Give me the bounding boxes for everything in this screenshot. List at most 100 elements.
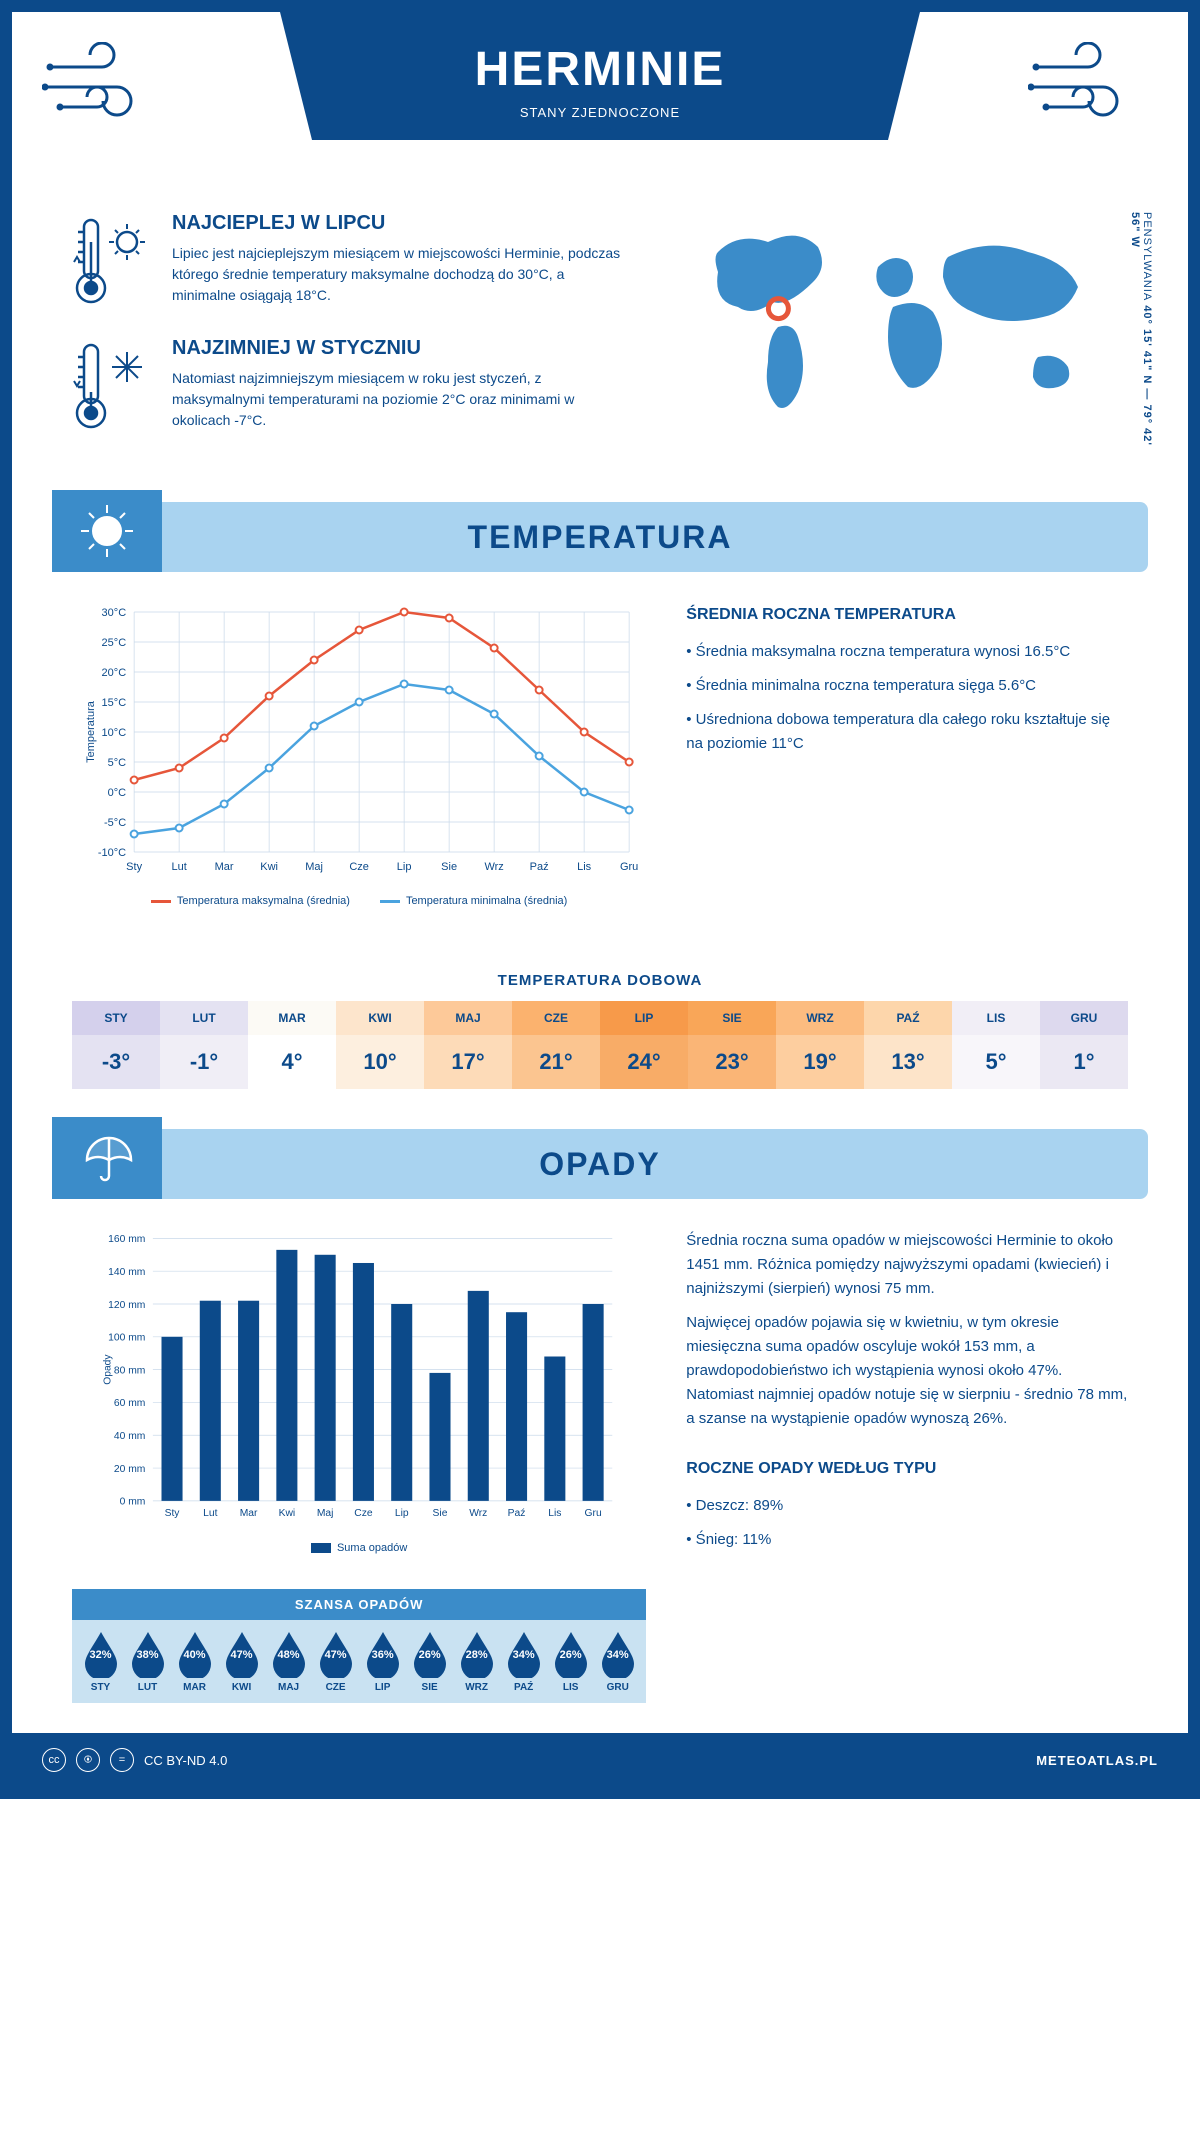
svg-text:Lut: Lut <box>171 861 186 873</box>
svg-text:Cze: Cze <box>354 1508 373 1519</box>
temperature-summary: ŚREDNIA ROCZNA TEMPERATURA • Średnia mak… <box>686 602 1128 922</box>
svg-text:0°C: 0°C <box>108 787 127 799</box>
daily-cell: CZE 21° <box>512 1001 600 1089</box>
chart-legend: Suma opadów <box>72 1542 646 1554</box>
warmest-fact: NAJCIEPLEJ W LIPCU Lipiec jest najcieple… <box>72 212 628 312</box>
svg-text:20 mm: 20 mm <box>114 1464 145 1475</box>
svg-text:Mar: Mar <box>240 1508 258 1519</box>
title-banner: HERMINIE STANY ZJEDNOCZONE <box>280 12 920 140</box>
by-icon: 🅯 <box>76 1748 100 1772</box>
svg-text:Paź: Paź <box>508 1508 526 1519</box>
svg-text:60 mm: 60 mm <box>114 1398 145 1409</box>
chance-cell: 26% LIS <box>547 1630 594 1693</box>
sun-icon <box>52 490 162 572</box>
daily-cell: STY -3° <box>72 1001 160 1089</box>
svg-text:Lut: Lut <box>203 1508 217 1519</box>
svg-text:Lip: Lip <box>395 1508 409 1519</box>
daily-cell: LUT -1° <box>160 1001 248 1089</box>
cold-text: Natomiast najzimniejszym miesiącem w rok… <box>172 368 628 431</box>
daily-temp-title: TEMPERATURA DOBOWA <box>12 972 1188 989</box>
svg-text:Temperatura: Temperatura <box>85 700 97 763</box>
chance-cell: 32% STY <box>77 1630 124 1693</box>
chance-cell: 47% CZE <box>312 1630 359 1693</box>
site-name: METEOATLAS.PL <box>1036 1753 1158 1768</box>
drop-icon: 34% <box>505 1630 543 1678</box>
temperature-section-header: TEMPERATURA <box>52 502 1148 572</box>
svg-text:120 mm: 120 mm <box>108 1300 145 1311</box>
svg-text:Opady: Opady <box>103 1354 114 1385</box>
daily-cell: KWI 10° <box>336 1001 424 1089</box>
svg-text:160 mm: 160 mm <box>108 1234 145 1245</box>
svg-text:Paź: Paź <box>530 861 549 873</box>
svg-text:30°C: 30°C <box>102 607 127 619</box>
svg-text:10°C: 10°C <box>102 727 127 739</box>
coordinates: PENSYLWANIA 40° 15' 41" N — 79° 42' 56" … <box>1129 212 1153 462</box>
nd-icon: = <box>110 1748 134 1772</box>
daily-cell: MAR 4° <box>248 1001 336 1089</box>
drop-icon: 32% <box>82 1630 120 1678</box>
wind-icon <box>42 42 172 132</box>
license-text: CC BY-ND 4.0 <box>144 1753 227 1768</box>
wind-icon <box>1028 42 1158 132</box>
svg-text:40 mm: 40 mm <box>114 1431 145 1442</box>
svg-text:5°C: 5°C <box>108 757 127 769</box>
header: HERMINIE STANY ZJEDNOCZONE <box>12 12 1188 192</box>
svg-text:15°C: 15°C <box>102 697 127 709</box>
warm-text: Lipiec jest najcieplejszym miesiącem w m… <box>172 243 628 306</box>
chart-legend: Temperatura maksymalna (średnia) Tempera… <box>72 895 646 907</box>
drop-icon: 47% <box>317 1630 355 1678</box>
drop-icon: 28% <box>458 1630 496 1678</box>
svg-text:Lis: Lis <box>548 1508 561 1519</box>
precip-section-header: OPADY <box>52 1129 1148 1199</box>
chance-cell: 40% MAR <box>171 1630 218 1693</box>
cold-title: NAJZIMNIEJ W STYCZNIU <box>172 337 628 360</box>
daily-cell: MAJ 17° <box>424 1001 512 1089</box>
footer: cc 🅯 = CC BY-ND 4.0 METEOATLAS.PL <box>12 1733 1188 1787</box>
svg-text:140 mm: 140 mm <box>108 1267 145 1278</box>
precip-chance-box: SZANSA OPADÓW 32% STY 38% LUT 40% MAR 47… <box>72 1589 646 1703</box>
svg-text:Gru: Gru <box>620 861 638 873</box>
svg-text:Mar: Mar <box>215 861 234 873</box>
svg-text:Sty: Sty <box>126 861 142 873</box>
daily-cell: SIE 23° <box>688 1001 776 1089</box>
svg-text:Gru: Gru <box>585 1508 602 1519</box>
svg-text:100 mm: 100 mm <box>108 1333 145 1344</box>
svg-text:Lis: Lis <box>577 861 592 873</box>
world-map: PENSYLWANIA 40° 15' 41" N — 79° 42' 56" … <box>668 212 1128 462</box>
drop-icon: 34% <box>599 1630 637 1678</box>
chance-cell: 34% PAŹ <box>500 1630 547 1693</box>
chance-cell: 26% SIE <box>406 1630 453 1693</box>
summary-section: NAJCIEPLEJ W LIPCU Lipiec jest najcieple… <box>12 192 1188 492</box>
precip-chart: 0 mm20 mm40 mm60 mm80 mm100 mm120 mm140 … <box>72 1229 646 1569</box>
drop-icon: 48% <box>270 1630 308 1678</box>
daily-cell: PAŹ 13° <box>864 1001 952 1089</box>
svg-text:20°C: 20°C <box>102 667 127 679</box>
svg-text:Lip: Lip <box>397 861 412 873</box>
drop-icon: 26% <box>411 1630 449 1678</box>
daily-cell: LIS 5° <box>952 1001 1040 1089</box>
svg-text:Kwi: Kwi <box>260 861 278 873</box>
svg-text:Wrz: Wrz <box>469 1508 487 1519</box>
temperature-chart: -10°C-5°C0°C5°C10°C15°C20°C25°C30°CStyLu… <box>72 602 646 922</box>
precip-summary: Średnia roczna suma opadów w miejscowośc… <box>686 1229 1128 1703</box>
daily-cell: GRU 1° <box>1040 1001 1128 1089</box>
drop-icon: 36% <box>364 1630 402 1678</box>
svg-text:Wrz: Wrz <box>484 861 503 873</box>
svg-text:Maj: Maj <box>317 1508 334 1519</box>
drop-icon: 40% <box>176 1630 214 1678</box>
daily-cell: LIP 24° <box>600 1001 688 1089</box>
daily-temp-table: STY -3°LUT -1°MAR 4°KWI 10°MAJ 17°CZE 21… <box>72 1001 1128 1089</box>
section-title: TEMPERATURA <box>468 519 733 556</box>
svg-text:Sie: Sie <box>433 1508 448 1519</box>
svg-text:Sty: Sty <box>165 1508 181 1519</box>
coldest-fact: NAJZIMNIEJ W STYCZNIU Natomiast najzimni… <box>72 337 628 437</box>
svg-text:80 mm: 80 mm <box>114 1365 145 1376</box>
svg-text:-5°C: -5°C <box>104 817 126 829</box>
page-title: HERMINIE <box>280 42 920 97</box>
svg-text:-10°C: -10°C <box>98 847 126 859</box>
drop-icon: 47% <box>223 1630 261 1678</box>
page-subtitle: STANY ZJEDNOCZONE <box>280 105 920 120</box>
warm-title: NAJCIEPLEJ W LIPCU <box>172 212 628 235</box>
chance-cell: 47% KWI <box>218 1630 265 1693</box>
chance-cell: 28% WRZ <box>453 1630 500 1693</box>
